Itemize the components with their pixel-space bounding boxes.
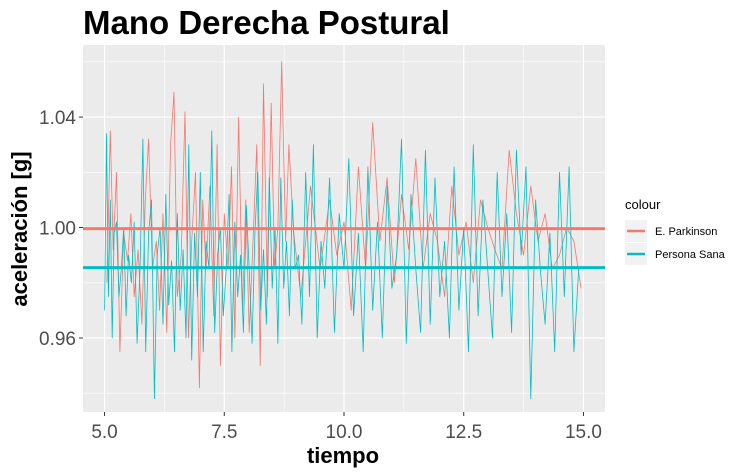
legend: colour E. Parkinson Persona Sana [625,197,726,265]
mean-lines [83,227,605,270]
y-tick-label: 0.96 [39,329,76,350]
series-layer [104,61,582,400]
x-tick-label: 7.5 [211,422,237,443]
y-axis-ticks: 0.96 1.00 1.04 [39,108,83,350]
legend-label: E. Parkinson [655,226,717,238]
chart-title: Mano Derecha Postural [83,4,450,41]
x-axis-ticks: 5.0 7.5 10.0 12.5 15.0 [91,412,602,443]
x-tick-label: 15.0 [565,422,602,443]
y-tick-label: 1.04 [39,108,76,129]
series-line-sana [104,130,580,400]
x-tick-label: 10.0 [326,422,363,443]
legend-label: Persona Sana [655,249,726,261]
x-axis-title: tiempo [307,443,379,468]
y-axis-title: aceleración [g] [7,151,32,306]
x-tick-label: 5.0 [91,422,117,443]
y-tick-label: 1.00 [39,219,76,240]
x-tick-label: 12.5 [445,422,482,443]
series-line-parkinson [106,61,582,389]
legend-title: colour [625,197,661,212]
